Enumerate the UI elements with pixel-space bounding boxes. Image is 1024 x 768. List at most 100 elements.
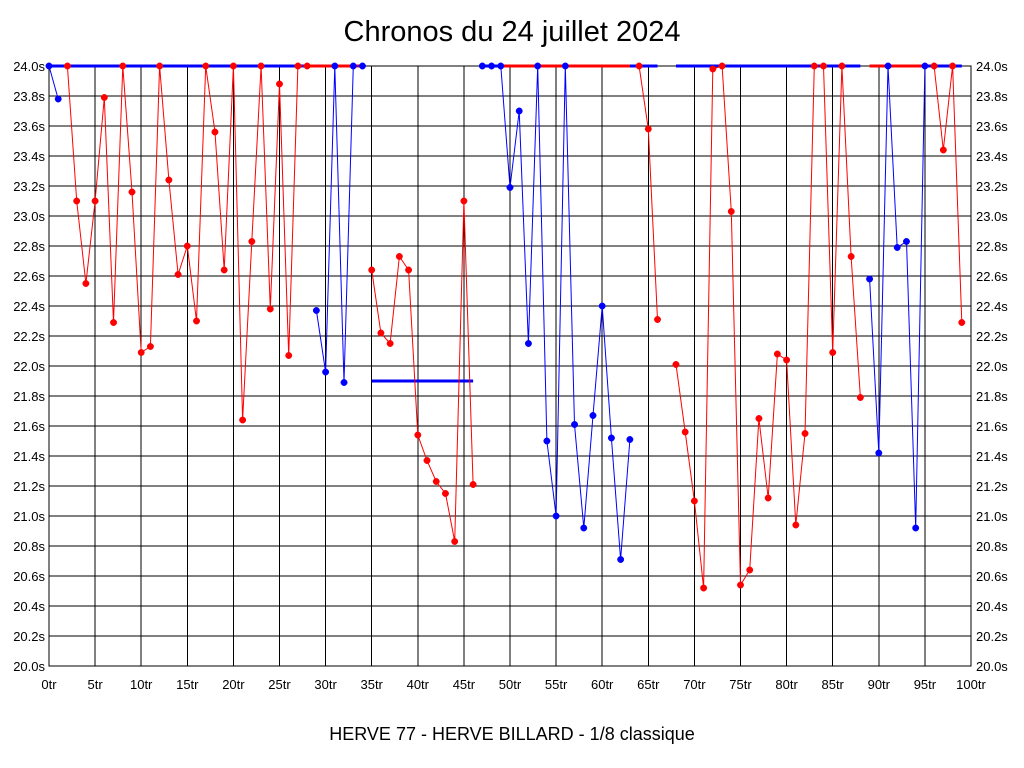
y-tick-label-right: 21.2s xyxy=(976,479,1008,494)
y-tick-label-right: 23.4s xyxy=(976,149,1008,164)
data-point xyxy=(119,62,127,70)
y-tick-label-right: 20.2s xyxy=(976,629,1008,644)
x-tick-label: 0tr xyxy=(41,677,57,692)
data-point xyxy=(128,188,136,196)
chart-footer: HERVE 77 - HERVE BILLARD - 1/8 classique xyxy=(329,724,695,744)
y-tick-label-right: 22.0s xyxy=(976,359,1008,374)
x-tick-label: 100tr xyxy=(956,677,986,692)
x-tick-label: 35tr xyxy=(360,677,383,692)
y-tick-label-left: 22.2s xyxy=(13,329,45,344)
x-tick-label: 60tr xyxy=(591,677,614,692)
data-point xyxy=(838,62,846,70)
x-tick-label: 50tr xyxy=(499,677,522,692)
data-point xyxy=(958,319,966,326)
data-point xyxy=(847,253,855,260)
data-point xyxy=(193,317,200,325)
y-tick-label-right: 23.6s xyxy=(976,119,1008,134)
data-point xyxy=(727,208,735,215)
data-point xyxy=(432,478,440,485)
y-tick-label-left: 23.0s xyxy=(13,209,45,224)
series-line xyxy=(315,65,363,383)
data-point xyxy=(718,62,726,70)
y-tick-label-right: 21.8s xyxy=(976,389,1008,404)
x-tick-label: 90tr xyxy=(868,677,891,692)
data-point xyxy=(690,497,698,505)
data-point xyxy=(654,316,661,323)
data-point xyxy=(571,421,578,428)
data-point xyxy=(856,394,864,401)
data-point xyxy=(552,512,560,520)
data-point xyxy=(359,62,366,70)
data-point xyxy=(82,280,90,287)
data-point xyxy=(801,430,809,437)
data-point xyxy=(903,238,910,245)
data-point xyxy=(202,62,210,70)
y-tick-label-left: 22.8s xyxy=(13,239,45,254)
data-point xyxy=(276,80,283,88)
data-point xyxy=(644,125,652,133)
y-tick-label-right: 22.4s xyxy=(976,299,1008,314)
y-tick-label-right: 21.0s xyxy=(976,509,1008,524)
y-tick-label-right: 20.8s xyxy=(976,539,1008,554)
series-line xyxy=(869,65,926,529)
data-point xyxy=(165,176,173,184)
y-tick-label-left: 20.2s xyxy=(13,629,45,644)
data-point xyxy=(266,305,274,313)
data-point xyxy=(534,62,542,70)
data-point xyxy=(681,428,689,436)
data-point xyxy=(884,62,892,70)
y-tick-label-right: 23.2s xyxy=(976,179,1008,194)
x-tick-label: 45tr xyxy=(453,677,476,692)
data-point xyxy=(146,343,154,350)
data-point xyxy=(764,494,772,502)
y-tick-label-left: 21.2s xyxy=(13,479,45,494)
y-tick-label-right: 21.4s xyxy=(976,449,1008,464)
x-tick-label: 80tr xyxy=(775,677,798,692)
x-tick-label: 25tr xyxy=(268,677,291,692)
x-tick-label: 75tr xyxy=(729,677,752,692)
y-tick-label-left: 23.6s xyxy=(13,119,45,134)
data-point xyxy=(54,95,62,103)
data-point xyxy=(949,62,957,70)
x-tick-label: 20tr xyxy=(222,677,245,692)
data-point xyxy=(912,524,920,532)
data-point xyxy=(635,62,643,70)
x-tick-label: 55tr xyxy=(545,677,568,692)
y-tick-label-left: 23.2s xyxy=(13,179,45,194)
x-tick-label: 30tr xyxy=(314,677,337,692)
data-point xyxy=(580,524,588,532)
y-tick-label-left: 20.6s xyxy=(13,569,45,584)
data-point xyxy=(174,271,182,278)
data-point xyxy=(875,449,883,457)
data-point xyxy=(73,197,81,205)
data-point xyxy=(773,350,781,358)
y-tick-label-right: 20.4s xyxy=(976,599,1008,614)
data-point xyxy=(312,307,320,314)
data-point xyxy=(423,457,431,464)
data-point xyxy=(100,94,108,101)
y-tick-label-left: 21.4s xyxy=(13,449,45,464)
y-tick-label-left: 21.6s xyxy=(13,419,45,434)
chart-title: Chronos du 24 juillet 2024 xyxy=(343,16,681,48)
data-point xyxy=(617,556,625,563)
grid-layer xyxy=(48,65,972,667)
data-point xyxy=(478,62,486,70)
data-point xyxy=(746,566,754,574)
y-tick-label-left: 23.4s xyxy=(13,149,45,164)
y-tick-label-left: 24.0s xyxy=(13,59,45,74)
x-tick-label: 10tr xyxy=(130,677,153,692)
x-tick-label: 95tr xyxy=(914,677,937,692)
data-point xyxy=(331,62,339,70)
data-point xyxy=(340,379,348,386)
data-point xyxy=(737,581,744,589)
data-point xyxy=(386,340,394,347)
data-point xyxy=(257,62,265,70)
data-point xyxy=(220,266,228,274)
data-point xyxy=(451,538,459,545)
x-tick-label: 65tr xyxy=(637,677,660,692)
y-tick-label-left: 20.4s xyxy=(13,599,45,614)
data-point xyxy=(672,361,680,368)
data-point xyxy=(497,62,505,70)
data-point xyxy=(810,62,818,70)
data-point xyxy=(460,197,468,205)
